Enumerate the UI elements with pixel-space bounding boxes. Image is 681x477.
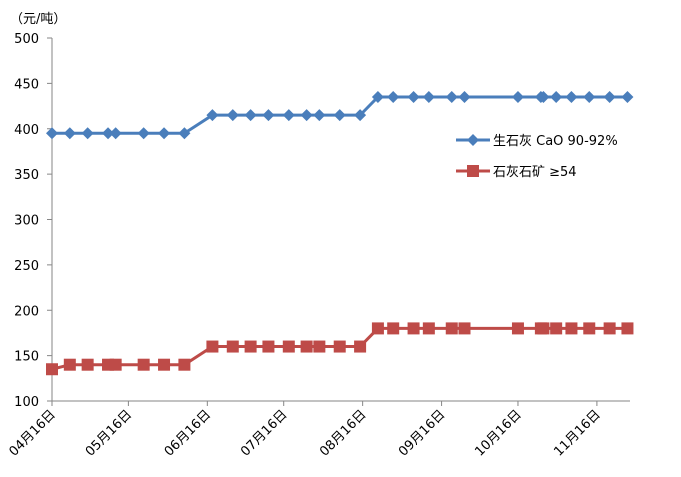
data-point bbox=[583, 322, 596, 335]
data-point bbox=[244, 340, 257, 353]
data-point bbox=[137, 358, 150, 371]
data-point bbox=[387, 322, 400, 335]
y-tick-label: 500 bbox=[14, 32, 39, 47]
y-tick-label: 450 bbox=[14, 77, 39, 92]
data-point bbox=[621, 322, 634, 335]
data-point bbox=[262, 109, 275, 122]
data-point bbox=[81, 358, 94, 371]
data-point bbox=[313, 109, 326, 122]
y-tick-label: 300 bbox=[14, 214, 39, 229]
legend-item: 生石灰 CaO 90-92% bbox=[456, 134, 618, 149]
series-limestone-ore bbox=[46, 322, 634, 376]
y-tick-label: 200 bbox=[14, 304, 39, 319]
data-point bbox=[550, 90, 563, 103]
data-point bbox=[206, 109, 219, 122]
legend-item: 石灰石矿 ≥54 bbox=[456, 165, 577, 180]
x-tick-label: 07月16日 bbox=[238, 407, 290, 459]
legend-marker bbox=[467, 134, 479, 146]
data-point bbox=[282, 109, 295, 122]
data-point bbox=[387, 90, 400, 103]
data-point bbox=[244, 109, 257, 122]
data-point bbox=[333, 109, 346, 122]
data-point bbox=[407, 90, 420, 103]
data-point bbox=[565, 322, 578, 335]
data-point bbox=[300, 109, 313, 122]
data-point bbox=[109, 358, 122, 371]
legend-label: 生石灰 CaO 90-92% bbox=[493, 134, 618, 149]
data-point bbox=[178, 358, 191, 371]
data-point bbox=[333, 340, 346, 353]
data-point bbox=[178, 127, 191, 140]
data-point bbox=[63, 358, 76, 371]
y-tick-label: 250 bbox=[14, 259, 39, 274]
x-tick-label: 08月16日 bbox=[317, 407, 369, 459]
data-point bbox=[300, 340, 313, 353]
data-point bbox=[262, 340, 275, 353]
y-tick-label: 350 bbox=[14, 168, 39, 183]
data-point bbox=[158, 358, 171, 371]
data-point bbox=[137, 127, 150, 140]
data-point bbox=[422, 90, 435, 103]
data-point bbox=[371, 90, 384, 103]
data-point bbox=[445, 322, 458, 335]
y-axis-unit-label: （元/吨） bbox=[10, 12, 66, 27]
data-point bbox=[81, 127, 94, 140]
data-point bbox=[158, 127, 171, 140]
data-point bbox=[102, 127, 115, 140]
legend-label: 石灰石矿 ≥54 bbox=[493, 165, 577, 180]
x-tick-label: 11月16日 bbox=[551, 407, 603, 459]
data-point bbox=[109, 127, 122, 140]
data-point bbox=[282, 340, 295, 353]
data-point bbox=[354, 340, 367, 353]
data-point bbox=[458, 322, 471, 335]
data-point bbox=[458, 90, 471, 103]
data-point bbox=[371, 322, 384, 335]
data-point bbox=[226, 340, 239, 353]
y-tick-label: 100 bbox=[14, 395, 39, 410]
data-point bbox=[565, 90, 578, 103]
data-point bbox=[550, 322, 563, 335]
x-tick-label: 05月16日 bbox=[83, 407, 135, 459]
data-point bbox=[537, 322, 550, 335]
data-point bbox=[445, 90, 458, 103]
data-point bbox=[583, 90, 596, 103]
data-point bbox=[226, 109, 239, 122]
data-point bbox=[354, 109, 367, 122]
data-point bbox=[206, 340, 219, 353]
x-tick-label: 10月16日 bbox=[472, 407, 524, 459]
data-point bbox=[621, 90, 634, 103]
data-point bbox=[537, 90, 550, 103]
data-point bbox=[511, 322, 524, 335]
data-point bbox=[603, 322, 616, 335]
data-point bbox=[422, 322, 435, 335]
data-point bbox=[63, 127, 76, 140]
x-tick-label: 09月16日 bbox=[396, 407, 448, 459]
y-tick-label: 150 bbox=[14, 350, 39, 365]
x-tick-label: 06月16日 bbox=[162, 407, 214, 459]
data-point bbox=[313, 340, 326, 353]
data-point bbox=[46, 363, 58, 376]
y-tick-label: 400 bbox=[14, 123, 39, 138]
data-point bbox=[46, 127, 58, 140]
data-point bbox=[511, 90, 524, 103]
data-point bbox=[603, 90, 616, 103]
data-point bbox=[407, 322, 420, 335]
x-tick-label: 04月16日 bbox=[6, 407, 58, 459]
series-quicklime bbox=[46, 90, 634, 140]
legend-marker bbox=[467, 165, 479, 177]
